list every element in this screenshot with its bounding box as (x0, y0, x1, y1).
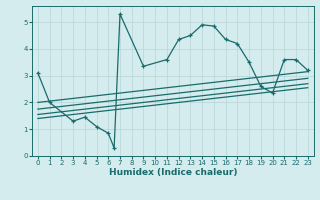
X-axis label: Humidex (Indice chaleur): Humidex (Indice chaleur) (108, 168, 237, 177)
